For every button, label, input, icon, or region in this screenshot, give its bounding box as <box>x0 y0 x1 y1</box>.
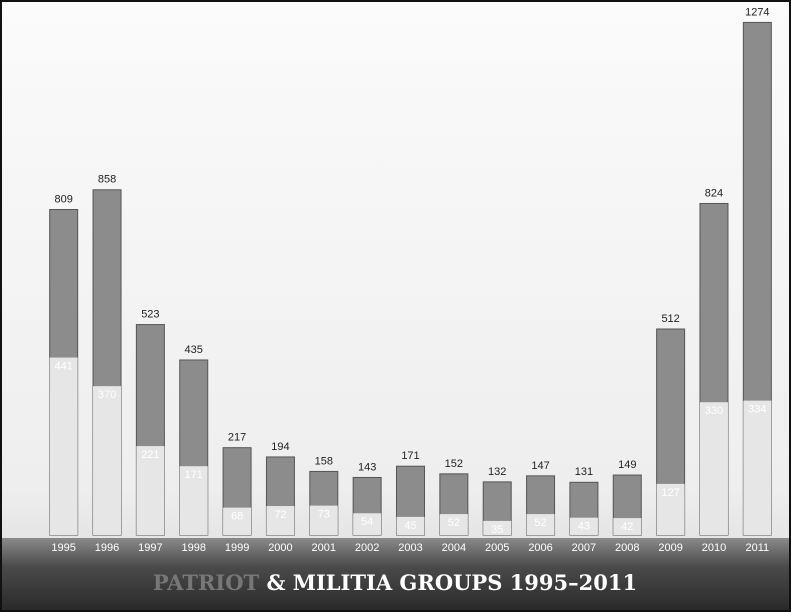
bar <box>439 514 468 535</box>
bar <box>266 506 295 535</box>
value-label: 858 <box>98 174 116 186</box>
bar <box>179 466 208 535</box>
bar <box>353 513 382 535</box>
value-label: 809 <box>54 193 72 205</box>
bar <box>483 520 512 535</box>
value-label: 194 <box>271 441 289 453</box>
x-tick-label: 2002 <box>355 542 379 554</box>
x-tick-label: 2010 <box>702 542 726 554</box>
value-label: 42 <box>621 521 633 533</box>
title-main: & MILITIA GROUPS 1995–2011 <box>266 570 637 595</box>
x-tick-label: 2005 <box>485 542 509 554</box>
x-tick-label: 1995 <box>51 542 75 554</box>
x-tick-label: 1998 <box>181 542 205 554</box>
x-tick-label: 2001 <box>312 542 336 554</box>
x-tick-label: 1999 <box>225 542 249 554</box>
x-tick-label: 2007 <box>572 542 596 554</box>
footer-band <box>2 538 789 610</box>
value-label: 45 <box>404 520 416 532</box>
value-label: 221 <box>141 449 159 461</box>
value-label: 171 <box>185 469 203 481</box>
value-label: 131 <box>575 466 593 478</box>
value-label: 152 <box>445 458 463 470</box>
bar <box>396 516 425 535</box>
value-label: 1274 <box>745 6 769 18</box>
value-label: 132 <box>488 466 506 478</box>
value-label: 35 <box>491 524 503 536</box>
x-tick-label: 2004 <box>442 542 466 554</box>
x-tick-label: 2008 <box>615 542 639 554</box>
bar <box>743 400 772 535</box>
x-tick-label: 2000 <box>268 542 292 554</box>
value-label: 824 <box>705 187 723 199</box>
plot: 809 858 523 435 217 194 158 143 171 152 132 147 131 1… <box>49 6 772 554</box>
bar <box>569 517 598 535</box>
value-label: 512 <box>661 313 679 325</box>
value-label: 54 <box>361 516 373 528</box>
bar <box>526 514 555 535</box>
value-label: 52 <box>448 517 460 529</box>
bar <box>656 483 685 535</box>
bar <box>223 507 252 535</box>
value-label: 43 <box>578 521 590 533</box>
value-label: 441 <box>54 360 72 372</box>
value-label: 523 <box>141 308 159 320</box>
value-label: 72 <box>274 509 286 521</box>
bar <box>699 402 728 535</box>
value-label: 435 <box>185 344 203 356</box>
value-label: 147 <box>531 460 549 472</box>
x-tick-label: 2006 <box>528 542 552 554</box>
value-label: 68 <box>231 511 243 523</box>
value-label: 370 <box>98 389 116 401</box>
bar <box>613 518 642 535</box>
bar <box>309 505 338 535</box>
value-label: 149 <box>618 459 636 471</box>
value-label: 330 <box>705 405 723 417</box>
x-tick-label: 2009 <box>658 542 682 554</box>
x-tick-label: 2003 <box>398 542 422 554</box>
x-tick-label: 1996 <box>95 542 119 554</box>
value-label: 158 <box>315 455 333 467</box>
x-tick-label: 2011 <box>745 542 769 554</box>
x-tick-label: 1997 <box>138 542 162 554</box>
value-label: 127 <box>661 487 679 499</box>
value-label: 73 <box>318 509 330 521</box>
value-label: 52 <box>534 517 546 529</box>
value-label: 143 <box>358 461 376 473</box>
value-label: 171 <box>401 450 419 462</box>
value-label: 217 <box>228 432 246 444</box>
value-label: 334 <box>748 404 766 416</box>
bar <box>49 357 78 535</box>
title-prefix: PATRIOT <box>153 570 260 595</box>
chart-title: PATRIOT & MILITIA GROUPS 1995–2011 <box>153 570 637 595</box>
bar <box>136 446 165 535</box>
bar <box>93 386 122 535</box>
